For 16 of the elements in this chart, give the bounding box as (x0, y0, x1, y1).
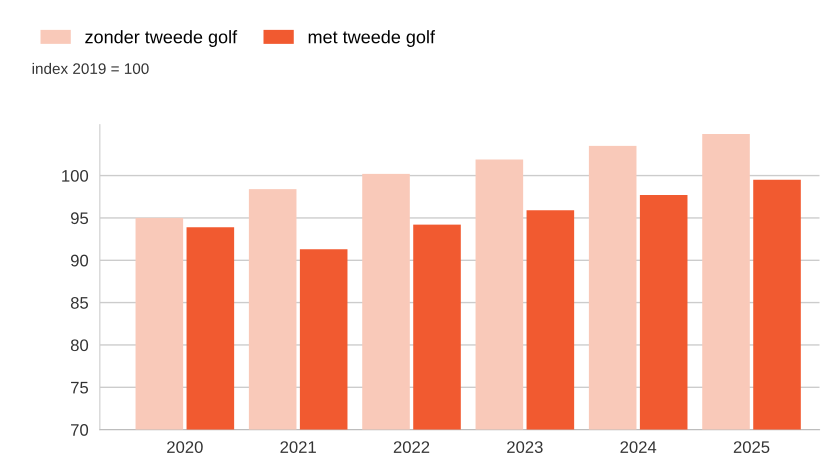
legend-label: zonder tweede golf (85, 30, 238, 47)
y-tick-label: 75 (71, 382, 88, 394)
x-tick-label: 2021 (280, 441, 316, 454)
x-tick-label: 2024 (620, 441, 656, 454)
x-tick-label: 2020 (167, 441, 203, 454)
y-tick-label: 80 (70, 339, 88, 352)
x-tick-label: 2022 (394, 441, 430, 454)
chart-subtitle: index 2019 = 100 (32, 62, 149, 74)
y-tick-label: 95 (70, 212, 88, 224)
y-tick-label: 85 (70, 297, 88, 309)
y-tick-label: 90 (70, 254, 88, 266)
x-tick-label: 2025 (734, 441, 770, 454)
y-tick-label: 100 (62, 170, 88, 182)
x-tick-label: 2023 (507, 441, 543, 454)
y-tick-label: 70 (71, 424, 88, 436)
legend-label: met tweede golf (308, 30, 436, 47)
